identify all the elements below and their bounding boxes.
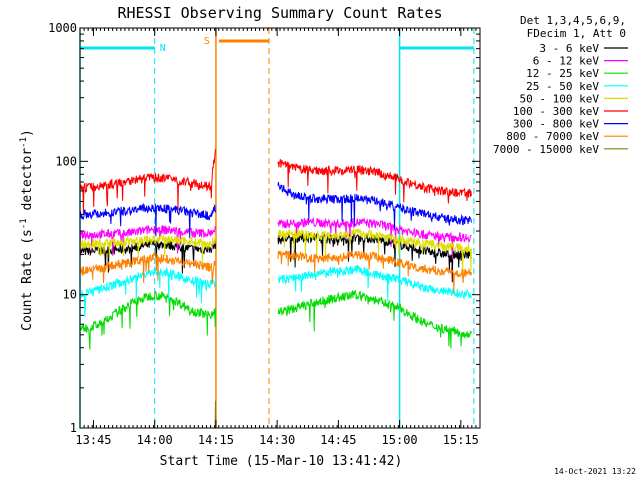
series-line	[79, 289, 472, 350]
legend-label: 25 - 50 keV	[526, 80, 599, 93]
series-line	[79, 227, 472, 279]
x-tick-label: 14:00	[137, 433, 173, 447]
series-line	[79, 264, 472, 317]
x-tick-label: 15:00	[382, 433, 418, 447]
series-6	[79, 182, 472, 239]
legend-header: Det 1,3,4,5,6,9, FDecim 1, Att 0	[520, 14, 626, 40]
legend-item: 3 - 6 keV	[539, 42, 628, 55]
legend-header-decimation: FDecim 1, Att 0	[527, 27, 626, 40]
series-1	[79, 216, 472, 266]
legend-label: 6 - 12 keV	[533, 55, 600, 68]
legend-item: 25 - 50 keV	[526, 80, 628, 93]
series-5	[79, 148, 472, 215]
x-tick-label: 13:45	[75, 433, 111, 447]
y-tick-label: 1	[70, 421, 77, 435]
series-4	[79, 227, 472, 279]
y-tick-label: 100	[55, 154, 77, 168]
legend-label: 50 - 100 keV	[520, 92, 600, 105]
x-axis-label: Start Time (15-Mar-10 13:41:42)	[160, 454, 403, 469]
legend-label: 12 - 25 keV	[526, 67, 599, 80]
series-line	[79, 216, 472, 266]
saa-marker-label: S	[204, 36, 210, 47]
legend-label: 7000 - 15000 keV	[493, 143, 599, 156]
series-8	[214, 400, 217, 429]
generated-timestamp: 14-Oct-2021 13:22	[554, 467, 636, 476]
y-axis-label: Count Rate (s-1 detector-1)	[19, 129, 35, 331]
series-line	[79, 250, 472, 293]
legend-item: 100 - 300 keV	[513, 105, 628, 118]
x-tick-label: 15:15	[443, 433, 479, 447]
series-2	[79, 289, 472, 350]
series-line	[79, 182, 472, 239]
y-tick-label: 1000	[48, 21, 77, 35]
legend-item: 6 - 12 keV	[533, 55, 628, 68]
x-tick-label: 14:30	[259, 433, 295, 447]
legend-item: 800 - 7000 keV	[506, 130, 628, 143]
x-tick-label: 14:45	[320, 433, 356, 447]
legend-item: 300 - 800 keV	[513, 118, 628, 131]
legend-item: 12 - 25 keV	[526, 67, 628, 80]
series-layer	[79, 148, 472, 429]
series-line	[79, 148, 472, 215]
legend-label: 100 - 300 keV	[513, 105, 599, 118]
x-tick-label: 14:15	[198, 433, 234, 447]
night-marker-label: N	[160, 43, 166, 54]
series-line	[214, 400, 217, 429]
chart-title: RHESSI Observing Summary Count Rates	[117, 4, 442, 22]
axes-layer: 13:45 14:00 14:15 14:30 14:45 15:00 15:15 1 10 10…	[48, 21, 481, 447]
series-7	[79, 250, 472, 293]
y-tick-label: 10	[63, 288, 77, 302]
series-3	[79, 264, 472, 317]
legend-label: 3 - 6 keV	[539, 42, 599, 55]
legend-header-detectors: Det 1,3,4,5,6,9,	[520, 14, 626, 27]
legend-item: 50 - 100 keV	[520, 92, 628, 105]
legend-label: 800 - 7000 keV	[506, 130, 599, 143]
legend-item: 7000 - 15000 keV	[493, 143, 628, 156]
legend-label: 300 - 800 keV	[513, 118, 599, 131]
